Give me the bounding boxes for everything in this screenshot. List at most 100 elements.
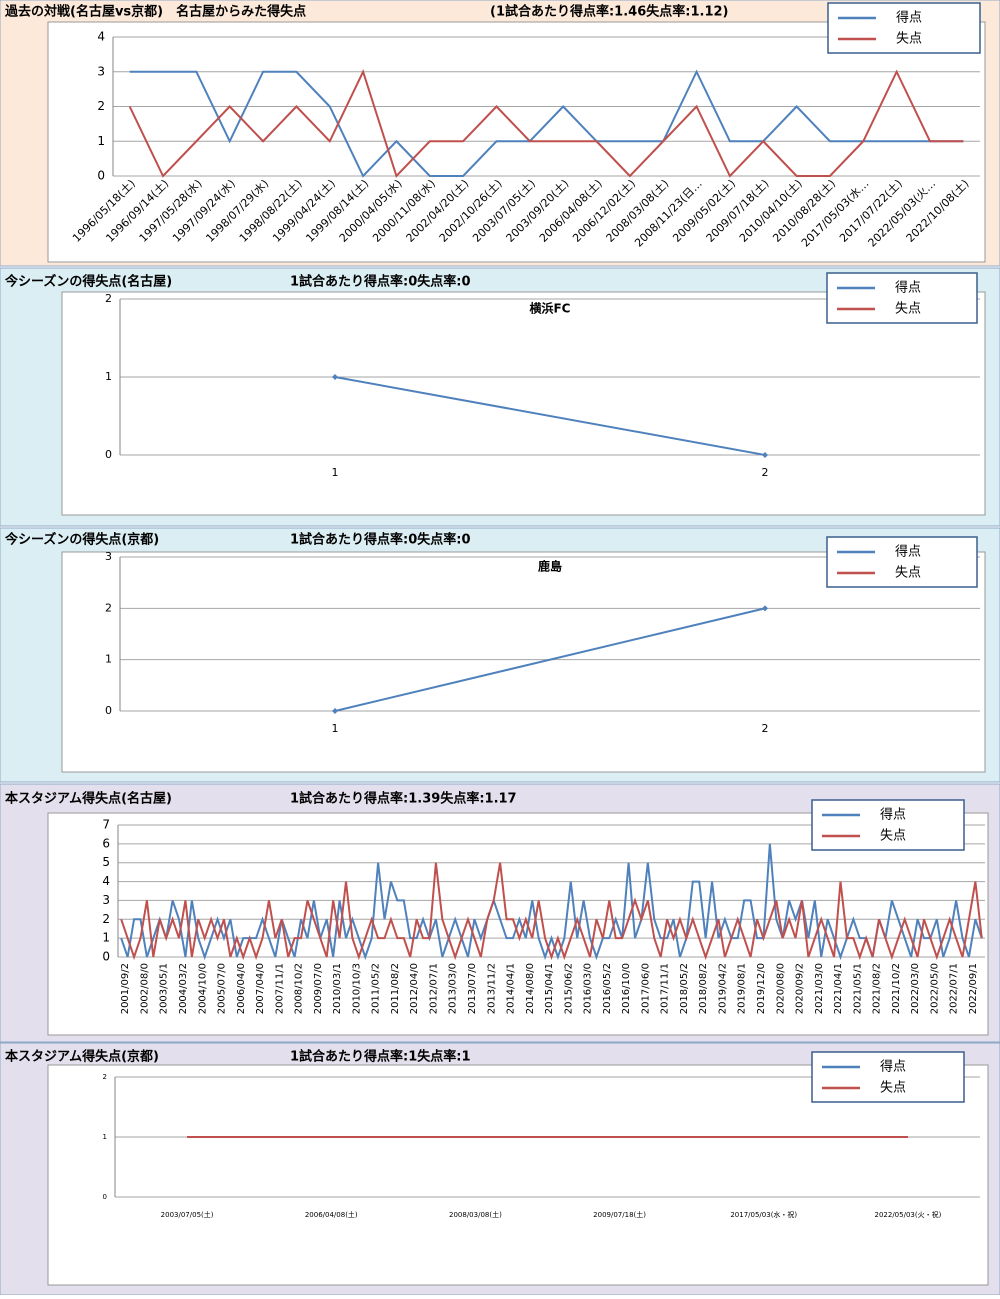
y-tick-label: 0: [97, 169, 105, 183]
x-tick-label: 2018/08/2: [698, 963, 709, 1014]
x-tick-label: 2013/11/2: [486, 963, 497, 1014]
legend-label: 失点: [895, 566, 921, 581]
x-tick-label: 2019/04/2: [717, 963, 728, 1014]
y-tick-label: 4: [97, 30, 105, 44]
legend-box: [811, 799, 965, 851]
x-tick-label: 2014/08/0: [525, 963, 536, 1014]
x-tick-label: 2009/07/18(土): [593, 1210, 646, 1219]
x-tick-label: 2021/03/0: [814, 963, 825, 1014]
chart-subtitle: 1試合あたり得点率:0失点率:0: [290, 274, 471, 290]
x-tick-label: 2014/04/1: [506, 963, 517, 1014]
x-tick-label: 2021/08/2: [872, 963, 883, 1014]
x-tick-label: 2015/04/1: [544, 963, 555, 1014]
y-tick-label: 3: [105, 550, 112, 563]
chart-title: 今シーズンの得失点(京都): [4, 532, 159, 548]
y-tick-label: 2: [105, 601, 112, 614]
y-tick-label: 6: [102, 836, 110, 850]
y-tick-label: 7: [102, 818, 110, 832]
x-tick-label: 2011/08/2: [390, 963, 401, 1014]
x-tick-label: 2010/10/3: [351, 963, 362, 1014]
y-tick-label: 0: [105, 704, 112, 717]
y-tick-label: 0: [103, 1193, 107, 1201]
x-tick-label: 2022/05/03(火・祝): [875, 1210, 942, 1219]
legend-label: 得点: [895, 544, 921, 560]
x-tick-label: 2019/12/0: [756, 963, 767, 1014]
x-tick-label: 1: [332, 722, 339, 735]
plot-background: [61, 291, 986, 516]
y-tick-label: 4: [102, 874, 110, 888]
x-tick-label: 2005/07/0: [217, 963, 228, 1014]
x-tick-label: 2003/05/1: [159, 963, 170, 1014]
chart-subtitle: 1試合あたり得点率:0失点率:0: [290, 532, 471, 548]
legend-label: 得点: [895, 280, 921, 296]
x-tick-label: 2006/04/08(土): [305, 1210, 358, 1219]
x-tick-label: 2002/08/0: [139, 963, 150, 1014]
x-tick-label: 2011/05/2: [371, 963, 382, 1014]
x-tick-label: 2001/09/2: [120, 963, 131, 1014]
x-tick-label: 2012/07/1: [428, 963, 439, 1014]
x-tick-label: 2022/07/1: [949, 963, 960, 1014]
legend-label: 得点: [896, 10, 922, 26]
x-tick-label: 2019/08/1: [737, 963, 748, 1014]
y-tick-label: 5: [102, 855, 110, 869]
y-tick-label: 2: [102, 912, 110, 926]
chart-title: 過去の対戦(名古屋vs京都) 名古屋からみた得失点: [4, 4, 306, 20]
chart-subtitle: 1試合あたり得点率:1失点率:1: [290, 1049, 471, 1065]
y-tick-label: 2: [105, 292, 112, 305]
x-tick-label: 2007/11/1: [274, 963, 285, 1014]
legend-box: [827, 2, 981, 54]
y-tick-label: 0: [102, 950, 110, 964]
legend-box: [811, 1051, 965, 1103]
x-tick-label: 2018/05/2: [679, 963, 690, 1014]
chart-title: 本スタジアム得失点(名古屋): [5, 791, 172, 807]
y-tick-label: 2: [103, 1073, 107, 1081]
x-tick-label: 2008/03/08(土): [449, 1210, 502, 1219]
series-line: [334, 607, 766, 712]
x-tick-label: 2022/03/0: [910, 963, 921, 1014]
point-marker: [762, 605, 768, 612]
point-marker: [762, 452, 768, 458]
x-tick-label: 2007/04/0: [255, 963, 266, 1014]
x-tick-label: 2016/10/0: [621, 963, 632, 1014]
x-tick-label: 2016/05/2: [602, 963, 613, 1014]
x-tick-label: 2008/10/2: [294, 963, 305, 1014]
x-tick-label: 2017/06/0: [640, 963, 651, 1014]
x-tick-label: 2021/10/2: [891, 963, 902, 1014]
y-tick-label: 1: [97, 134, 105, 148]
legend-label: 得点: [880, 1059, 906, 1075]
legend-box: [826, 536, 978, 588]
x-tick-label: 2021/04/1: [833, 963, 844, 1014]
y-tick-label: 3: [97, 64, 105, 78]
series-line: [120, 862, 983, 961]
x-tick-label: 2015/06/2: [563, 963, 574, 1014]
x-tick-label: 2009/07/0: [313, 963, 324, 1014]
y-tick-label: 0: [105, 448, 112, 461]
y-tick-label: 3: [102, 893, 110, 907]
x-tick-label: 1: [332, 466, 339, 479]
chart-title: 今シーズンの得失点(名古屋): [4, 274, 172, 290]
x-tick-label: 2022/05/0: [929, 963, 940, 1014]
legend-label: 失点: [895, 302, 921, 317]
point-marker: [332, 708, 338, 714]
series-line: [128, 69, 964, 178]
y-tick-label: 1: [105, 370, 112, 383]
legend-label: 失点: [880, 829, 906, 844]
x-tick-label: 2013/07/0: [467, 963, 478, 1014]
x-tick-label: 2017/05/03(水・祝): [730, 1210, 797, 1219]
x-tick-label: 2004/10/0: [197, 963, 208, 1014]
x-tick-label: 2010/03/1: [332, 963, 343, 1014]
legend-label: 失点: [896, 32, 922, 47]
x-tick-label: 2016/03/0: [583, 963, 594, 1014]
plot-background: [61, 551, 986, 773]
x-tick-label: 2017/11/1: [660, 963, 671, 1014]
y-tick-label: 1: [103, 1133, 107, 1141]
x-tick-label: 2: [762, 722, 769, 735]
y-tick-label: 2: [97, 99, 105, 113]
y-tick-label: 1: [105, 653, 112, 666]
x-tick-label: 2013/03/0: [448, 963, 459, 1014]
legend-label: 得点: [880, 807, 906, 823]
x-tick-label: 2003/07/05(土): [161, 1210, 214, 1219]
x-tick-label: 2022/09/1: [968, 963, 979, 1014]
chart-title: 本スタジアム得失点(京都): [5, 1049, 159, 1065]
